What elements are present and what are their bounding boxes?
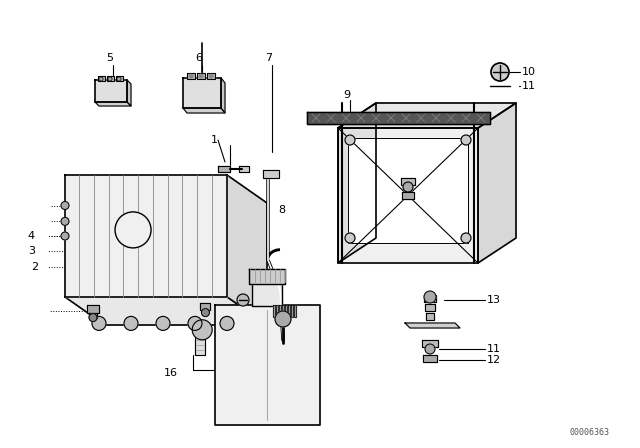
Polygon shape — [423, 355, 437, 362]
Circle shape — [61, 232, 69, 240]
Circle shape — [403, 182, 413, 192]
Text: 2: 2 — [31, 262, 38, 271]
Polygon shape — [282, 305, 284, 317]
Circle shape — [424, 291, 436, 303]
Polygon shape — [478, 103, 516, 263]
Polygon shape — [252, 283, 282, 306]
Circle shape — [89, 314, 97, 322]
Text: 6: 6 — [195, 53, 202, 63]
Text: 11: 11 — [522, 81, 536, 91]
Polygon shape — [402, 192, 414, 199]
Polygon shape — [183, 108, 225, 113]
Polygon shape — [87, 305, 99, 313]
Text: 1: 1 — [211, 135, 218, 145]
Polygon shape — [98, 76, 105, 81]
Text: 12: 12 — [440, 182, 454, 192]
Circle shape — [199, 74, 203, 78]
Polygon shape — [249, 269, 285, 284]
Polygon shape — [348, 138, 468, 243]
Circle shape — [202, 309, 209, 317]
Polygon shape — [127, 80, 131, 106]
Polygon shape — [195, 335, 205, 355]
Text: 00006363: 00006363 — [570, 427, 610, 436]
Text: 14: 14 — [299, 308, 313, 318]
Circle shape — [220, 316, 234, 331]
Polygon shape — [291, 305, 293, 317]
Polygon shape — [116, 76, 123, 81]
Polygon shape — [424, 295, 436, 302]
Circle shape — [345, 233, 355, 243]
Circle shape — [61, 202, 69, 210]
Polygon shape — [405, 323, 460, 328]
Text: 7: 7 — [266, 53, 273, 63]
Text: 11: 11 — [487, 344, 501, 354]
Circle shape — [92, 316, 106, 331]
Polygon shape — [221, 78, 225, 113]
Text: 9: 9 — [344, 90, 351, 100]
Polygon shape — [338, 128, 478, 263]
Polygon shape — [273, 305, 275, 317]
Polygon shape — [218, 166, 230, 172]
Text: 13: 13 — [487, 295, 501, 305]
Text: 10: 10 — [522, 67, 536, 77]
Polygon shape — [183, 78, 221, 108]
Circle shape — [237, 294, 249, 306]
Polygon shape — [239, 166, 249, 172]
Polygon shape — [65, 297, 267, 325]
Polygon shape — [294, 305, 296, 317]
Text: 15: 15 — [209, 285, 223, 295]
Polygon shape — [95, 80, 127, 102]
Polygon shape — [285, 305, 287, 317]
Text: 8: 8 — [278, 205, 285, 215]
Polygon shape — [207, 73, 215, 79]
Polygon shape — [200, 302, 211, 310]
Circle shape — [156, 316, 170, 331]
Polygon shape — [65, 175, 227, 297]
Polygon shape — [276, 305, 278, 317]
Polygon shape — [401, 178, 415, 185]
Circle shape — [209, 74, 213, 78]
Polygon shape — [338, 103, 516, 128]
Polygon shape — [227, 175, 267, 325]
Circle shape — [275, 311, 291, 327]
Polygon shape — [89, 313, 97, 318]
Polygon shape — [197, 73, 205, 79]
Polygon shape — [187, 73, 195, 79]
Polygon shape — [426, 313, 434, 320]
Circle shape — [124, 316, 138, 331]
Circle shape — [192, 320, 212, 340]
Circle shape — [345, 135, 355, 145]
Text: 4: 4 — [28, 231, 35, 241]
Circle shape — [491, 63, 509, 81]
Circle shape — [115, 212, 151, 248]
Circle shape — [425, 344, 435, 354]
Polygon shape — [338, 103, 376, 263]
Polygon shape — [307, 112, 490, 124]
Polygon shape — [107, 76, 114, 81]
Text: 5: 5 — [106, 53, 113, 63]
Text: 3: 3 — [28, 246, 35, 256]
Circle shape — [461, 233, 471, 243]
Text: 16: 16 — [164, 368, 178, 378]
Circle shape — [461, 135, 471, 145]
Polygon shape — [279, 305, 281, 317]
Circle shape — [189, 74, 193, 78]
Circle shape — [188, 316, 202, 331]
Text: 12: 12 — [487, 355, 501, 365]
Polygon shape — [95, 102, 131, 106]
Text: 11: 11 — [440, 193, 454, 203]
Polygon shape — [422, 340, 438, 347]
Polygon shape — [288, 305, 290, 317]
Polygon shape — [215, 305, 320, 425]
Polygon shape — [425, 304, 435, 311]
Circle shape — [61, 217, 69, 225]
Polygon shape — [263, 170, 279, 178]
